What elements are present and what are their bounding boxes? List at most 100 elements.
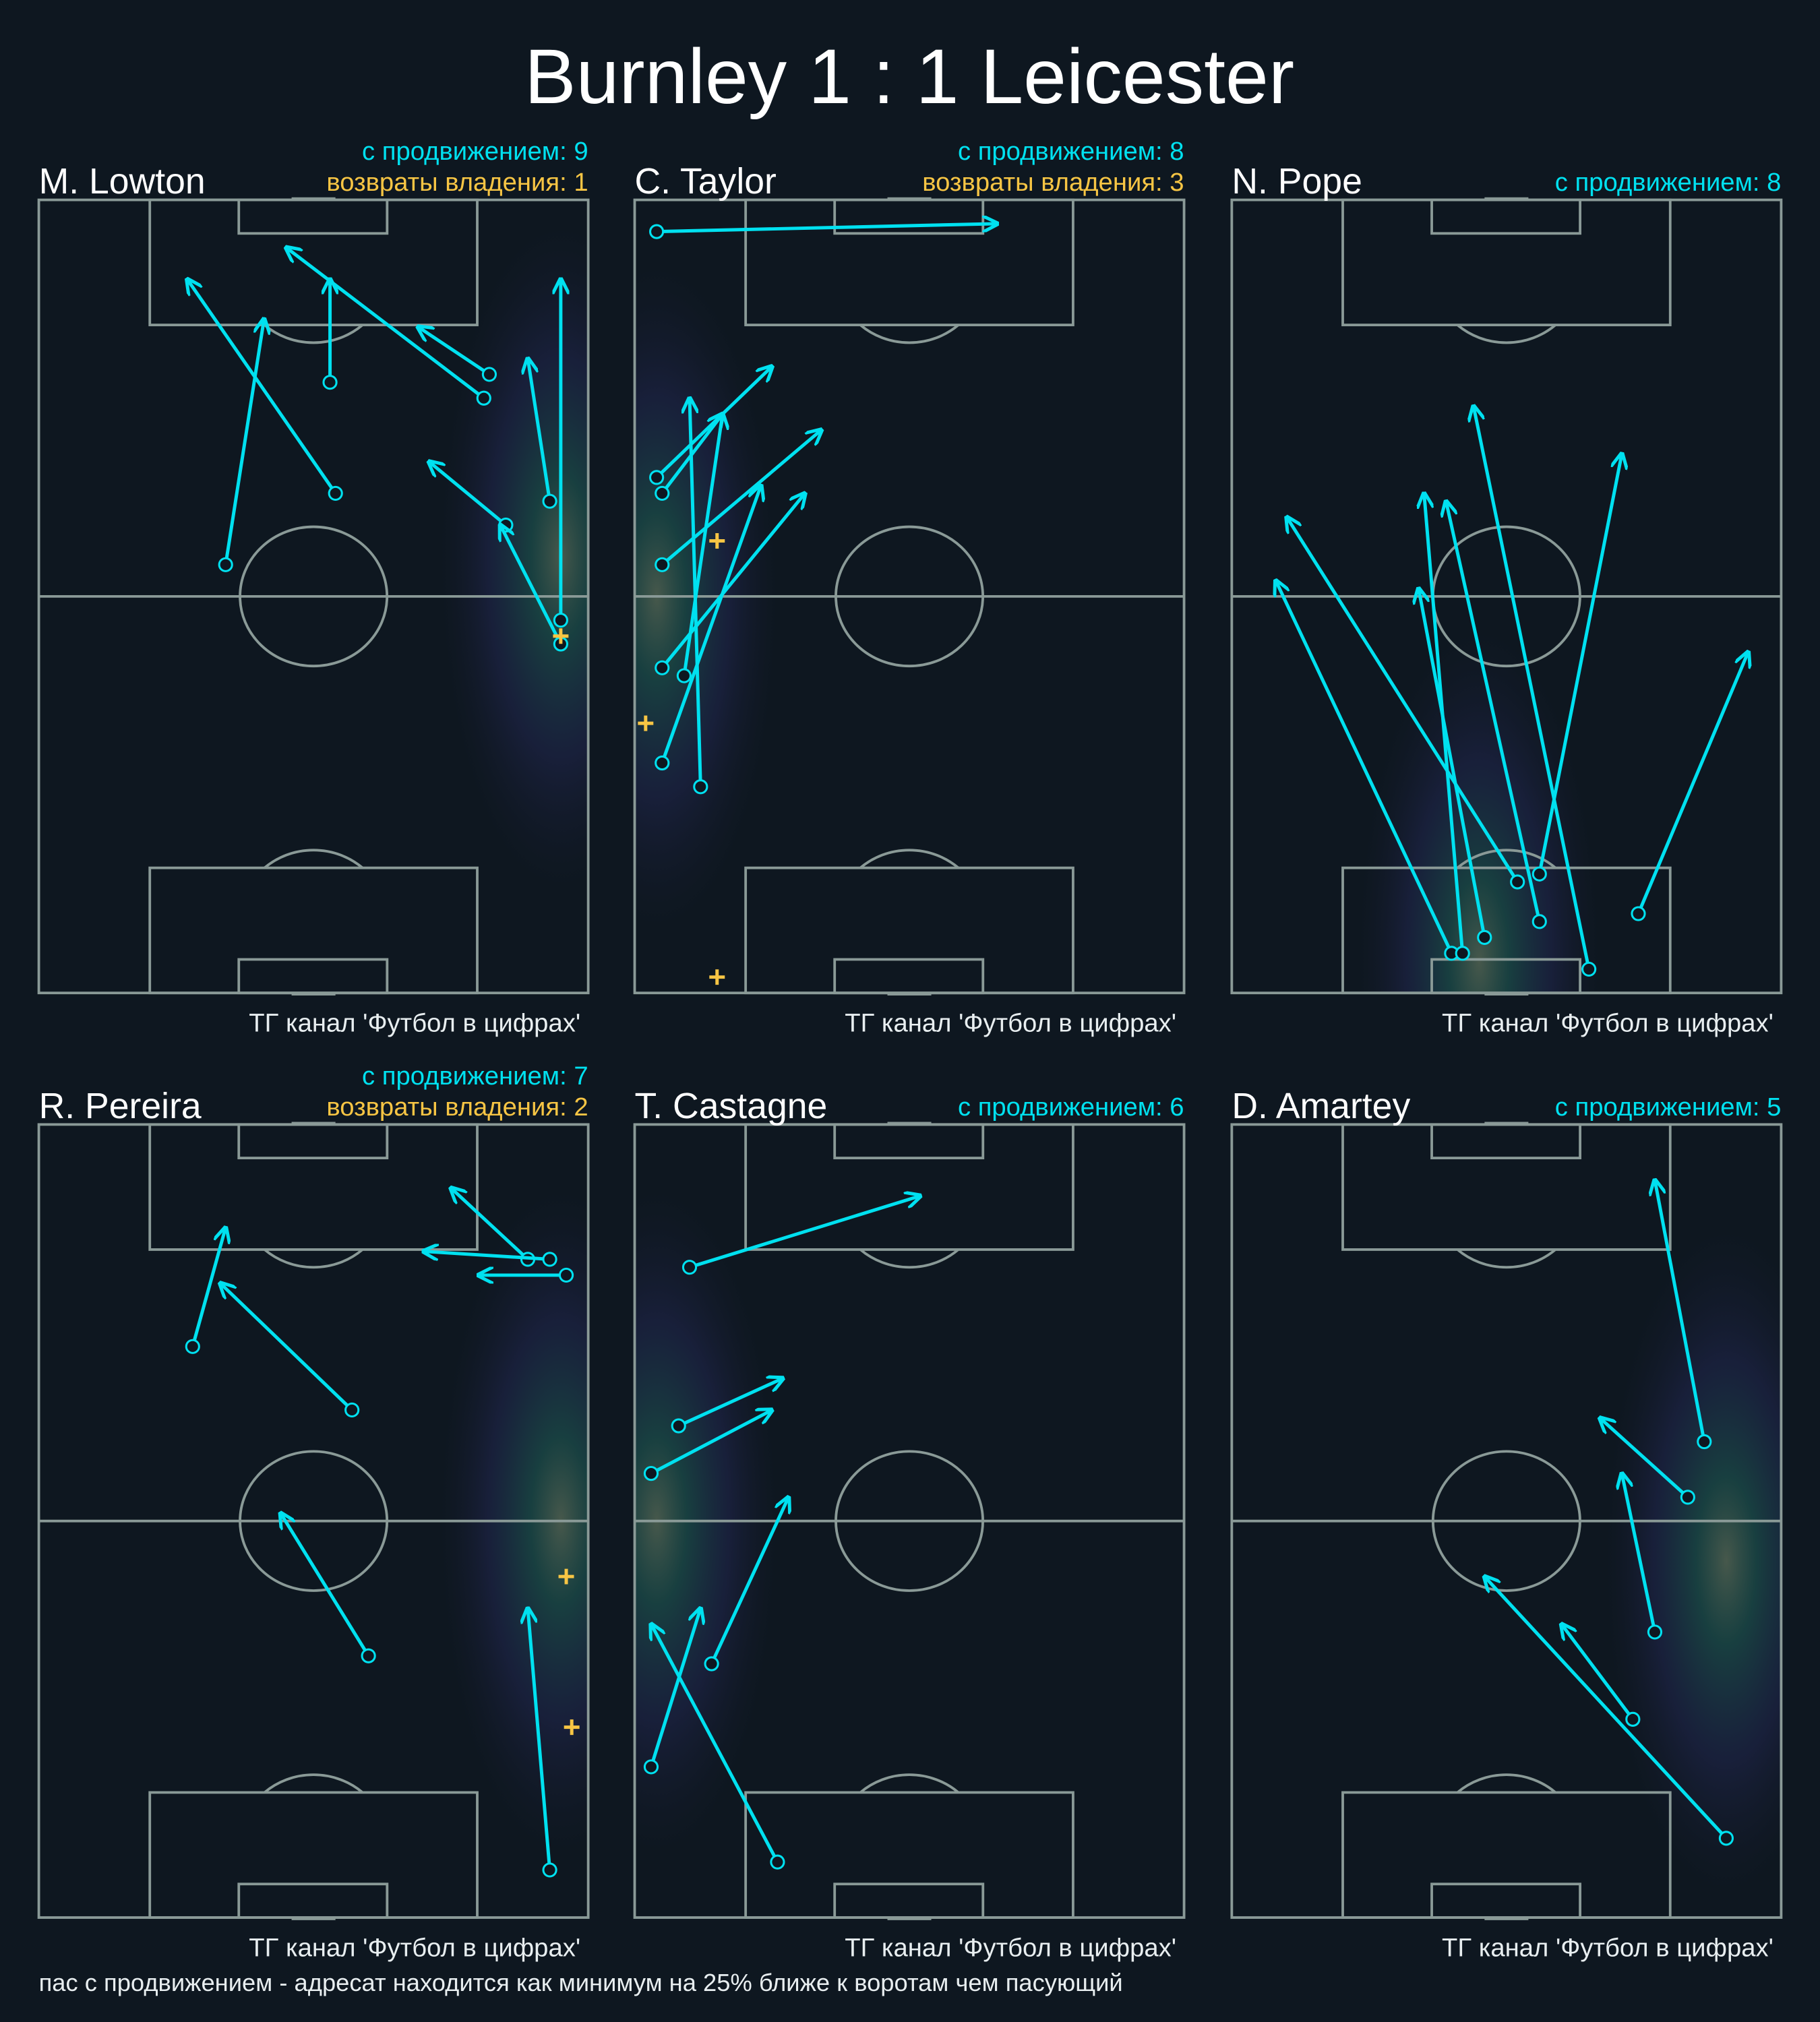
penalty-box-bottom (148, 1791, 479, 1919)
recoveries-count: возвраты владения: 2 (326, 1093, 588, 1122)
progressive-pass-arrow (423, 1252, 550, 1261)
center-circle (835, 1450, 985, 1592)
pass-origin-marker (643, 1759, 659, 1775)
six-yard-box-top (1430, 1123, 1582, 1160)
progressive-pass-arrow (1474, 406, 1591, 970)
progressive-pass-arrow (657, 224, 997, 234)
progressive-pass-arrow (710, 1497, 789, 1665)
progressive-pass-arrow (187, 279, 337, 495)
progressive-pass-arrow (451, 1188, 529, 1261)
watermark: ТГ канал 'Футбол в цифрах' (1442, 1009, 1773, 1038)
figure-title: Burnley 1 : 1 Leicester (524, 34, 1294, 120)
penalty-arc-top (264, 1248, 364, 1269)
pass-origin-marker (218, 557, 233, 572)
penalty-box-top (744, 198, 1074, 327)
progressive-pass-arrow (1418, 588, 1486, 938)
pass-origin-marker (643, 1465, 659, 1481)
progressive-pass-arrow (1538, 454, 1622, 875)
player-name: T. Castagne (635, 1086, 828, 1126)
pass-origin-marker (1477, 929, 1492, 945)
progressive-pass-arrow (661, 493, 805, 669)
penalty-arc-bottom (264, 1773, 364, 1794)
progressive-pass-arrow (661, 430, 821, 566)
penalty-arc-bottom (264, 849, 364, 869)
six-yard-box-top (237, 1123, 389, 1160)
progressive-pass-arrow (224, 319, 264, 565)
progressive-pass-arrow (1287, 517, 1519, 883)
progressive-pass-count: с продвижением: 8 (1555, 168, 1782, 197)
penalty-box-top (744, 1123, 1074, 1251)
player-name: N. Pope (1232, 162, 1362, 202)
pass-origin-marker (361, 1648, 376, 1663)
progressive-pass-arrow (650, 1410, 772, 1475)
pass-origin-marker (655, 557, 670, 572)
progressive-pass-arrow (1622, 1473, 1657, 1632)
pass-origin-marker (185, 1339, 200, 1354)
center-circle (239, 1450, 389, 1592)
player-name: D. Amartey (1232, 1086, 1410, 1126)
progressive-pass-count: с продвижением: 5 (1555, 1093, 1782, 1122)
progressive-pass-arrow (500, 525, 563, 645)
progressive-pass-count: с продвижением: 8 (958, 137, 1184, 166)
center-circle (239, 525, 389, 668)
progressive-pass-arrow (689, 1196, 920, 1269)
progressive-pass-arrow (1655, 1180, 1706, 1442)
pass-origin-marker (676, 668, 692, 683)
penalty-arc-top (859, 324, 959, 344)
recoveries-count: возвраты владения: 3 (922, 168, 1184, 197)
player-name: C. Taylor (635, 162, 777, 202)
pass-origin-marker (704, 1656, 719, 1672)
player-panel: D. Amartey с продвижением: 5 ТГ канал 'Фут… (1230, 1086, 1783, 1962)
penalty-arc-top (859, 1248, 959, 1269)
pass-origin-marker (1680, 1490, 1695, 1505)
recovery-marker (709, 533, 725, 549)
pass-origin-marker (476, 390, 491, 406)
six-yard-box-top (833, 1123, 985, 1160)
progressive-pass-arrow (280, 1513, 370, 1657)
watermark: ТГ канал 'Футбол в цифрах' (249, 1009, 580, 1038)
pass-origin-marker (671, 1418, 686, 1434)
six-yard-box-top (237, 198, 389, 235)
progressive-pass-arrow (660, 485, 761, 764)
progressive-pass-arrow (1600, 1418, 1689, 1499)
penalty-box-top (148, 1123, 479, 1251)
center-circle (1431, 1450, 1581, 1592)
pass-origin-marker (655, 660, 670, 675)
penalty-arc-top (264, 324, 364, 344)
progressive-pass-count: с продвижением: 6 (958, 1093, 1184, 1122)
progressive-pass-arrow (1276, 580, 1453, 954)
progressive-pass-arrow (191, 1227, 226, 1347)
pass-origin-marker (770, 1854, 785, 1870)
pass-origin-marker (1697, 1434, 1712, 1450)
pass-origin-marker (344, 1402, 360, 1418)
recovery-marker (564, 1719, 580, 1736)
pass-origin-marker (1718, 1831, 1734, 1846)
penalty-box-bottom (744, 866, 1074, 995)
six-yard-box-bottom (237, 1882, 389, 1919)
pass-origin-marker (693, 779, 708, 795)
progressive-pass-arrow (1484, 1576, 1728, 1840)
pass-origin-marker (1647, 1624, 1663, 1640)
pass-origin-marker (328, 485, 343, 501)
heatmap-blob (1358, 628, 1600, 993)
pass-origin-marker (1455, 946, 1470, 961)
progressive-pass-arrow (651, 1624, 779, 1863)
six-yard-box-bottom (1430, 1882, 1582, 1919)
progressive-pass-arrow (677, 1378, 783, 1428)
pass-origin-marker (649, 470, 665, 485)
pass-origin-marker (1531, 914, 1547, 929)
pass-origin-marker (481, 367, 497, 382)
progressive-pass-arrow (286, 247, 485, 400)
penalty-box-top (1341, 1123, 1672, 1251)
penalty-box-bottom (1341, 1791, 1672, 1919)
six-yard-box-bottom (237, 958, 389, 995)
recovery-marker (709, 969, 725, 985)
pass-origin-marker (1631, 906, 1646, 921)
progressive-pass-arrow (429, 462, 507, 526)
progressive-pass-arrow (1561, 1624, 1635, 1721)
progressive-pass-arrow (649, 1608, 700, 1768)
recovery-marker (558, 1568, 574, 1585)
recovery-marker (638, 715, 654, 731)
six-yard-box-bottom (833, 1882, 985, 1919)
